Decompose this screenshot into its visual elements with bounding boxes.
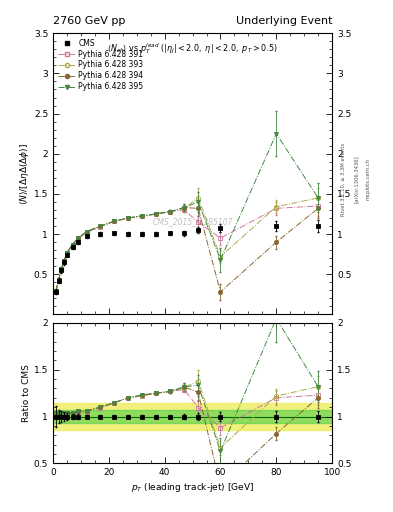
Text: $\langle N_{ch}\rangle$ vs $p_T^{lead}$ ($|\eta_j|{<}2.0,\ \eta|{<}2.0,\ p_T{>}0: $\langle N_{ch}\rangle$ vs $p_T^{lead}$ … xyxy=(107,41,278,56)
Y-axis label: Ratio to CMS: Ratio to CMS xyxy=(22,364,31,422)
Bar xyxy=(53,403,332,430)
Y-axis label: $\langle N\rangle/[\Delta\eta\Delta(\Delta\phi)]$: $\langle N\rangle/[\Delta\eta\Delta(\Del… xyxy=(18,143,31,205)
Text: Underlying Event: Underlying Event xyxy=(235,15,332,26)
Bar xyxy=(53,410,332,423)
Text: mcplots.cern.ch: mcplots.cern.ch xyxy=(365,158,371,200)
Text: CMS_2015_I1385107: CMS_2015_I1385107 xyxy=(152,217,233,226)
Text: [arXiv:1306.3436]: [arXiv:1306.3436] xyxy=(354,155,359,203)
Text: Rivet 3.1.10, ≥ 3.3M events: Rivet 3.1.10, ≥ 3.3M events xyxy=(341,142,346,216)
Text: 2760 GeV pp: 2760 GeV pp xyxy=(53,15,125,26)
X-axis label: $p_T$ (leading track-jet) [GeV]: $p_T$ (leading track-jet) [GeV] xyxy=(131,481,254,495)
Legend: CMS, Pythia 6.428 391, Pythia 6.428 393, Pythia 6.428 394, Pythia 6.428 395: CMS, Pythia 6.428 391, Pythia 6.428 393,… xyxy=(57,37,145,93)
